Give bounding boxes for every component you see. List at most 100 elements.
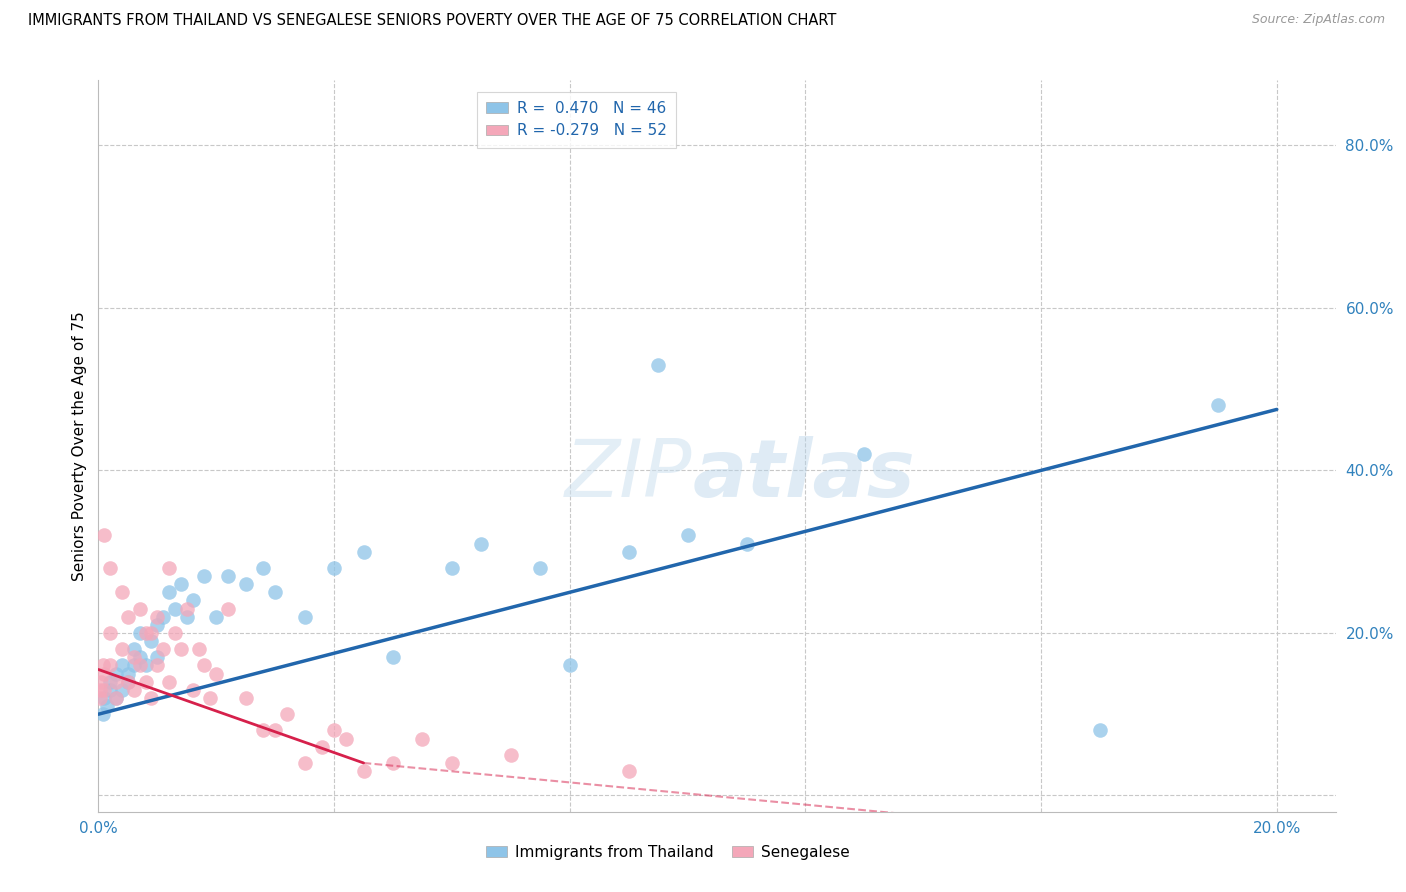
- Point: [96, 699, 118, 714]
- Point: [187, 642, 209, 657]
- Point: [111, 642, 134, 657]
- Point: [264, 723, 287, 738]
- Point: [93, 528, 115, 542]
- Point: [205, 609, 228, 624]
- Point: [440, 561, 463, 575]
- Point: [558, 658, 581, 673]
- Point: [163, 601, 186, 615]
- Point: [128, 650, 150, 665]
- Point: [146, 658, 169, 673]
- Point: [105, 674, 128, 689]
- Point: [323, 723, 346, 738]
- Point: [146, 617, 169, 632]
- Point: [117, 609, 139, 624]
- Point: [152, 609, 174, 624]
- Point: [294, 756, 316, 770]
- Point: [89, 690, 111, 705]
- Text: IMMIGRANTS FROM THAILAND VS SENEGALESE SENIORS POVERTY OVER THE AGE OF 75 CORREL: IMMIGRANTS FROM THAILAND VS SENEGALESE S…: [28, 13, 837, 29]
- Point: [128, 601, 150, 615]
- Point: [93, 682, 115, 697]
- Point: [122, 682, 145, 697]
- Point: [411, 731, 433, 746]
- Point: [98, 561, 121, 575]
- Point: [122, 642, 145, 657]
- Point: [470, 536, 492, 550]
- Point: [176, 609, 198, 624]
- Point: [176, 601, 198, 615]
- Legend: Immigrants from Thailand, Senegalese: Immigrants from Thailand, Senegalese: [479, 839, 856, 866]
- Point: [647, 358, 669, 372]
- Point: [353, 544, 375, 558]
- Point: [105, 666, 128, 681]
- Point: [382, 650, 405, 665]
- Point: [111, 658, 134, 673]
- Point: [323, 561, 346, 575]
- Point: [499, 747, 522, 762]
- Point: [122, 650, 145, 665]
- Point: [294, 609, 316, 624]
- Point: [1088, 723, 1111, 738]
- Point: [276, 707, 298, 722]
- Point: [252, 723, 274, 738]
- Point: [152, 642, 174, 657]
- Point: [264, 585, 287, 599]
- Point: [135, 674, 157, 689]
- Point: [105, 690, 128, 705]
- Point: [205, 666, 228, 681]
- Point: [117, 674, 139, 689]
- Point: [617, 544, 640, 558]
- Point: [335, 731, 357, 746]
- Point: [735, 536, 758, 550]
- Point: [235, 577, 257, 591]
- Point: [170, 642, 193, 657]
- Y-axis label: Seniors Poverty Over the Age of 75: Seniors Poverty Over the Age of 75: [72, 311, 87, 581]
- Point: [157, 561, 180, 575]
- Point: [157, 585, 180, 599]
- Point: [440, 756, 463, 770]
- Point: [617, 764, 640, 778]
- Point: [217, 601, 239, 615]
- Point: [117, 666, 139, 681]
- Point: [146, 609, 169, 624]
- Point: [141, 634, 163, 648]
- Point: [853, 447, 876, 461]
- Point: [382, 756, 405, 770]
- Point: [90, 674, 112, 689]
- Point: [135, 658, 157, 673]
- Point: [181, 593, 204, 607]
- Point: [89, 682, 111, 697]
- Point: [157, 674, 180, 689]
- Point: [91, 658, 114, 673]
- Point: [676, 528, 699, 542]
- Point: [146, 650, 169, 665]
- Point: [98, 682, 121, 697]
- Point: [128, 626, 150, 640]
- Point: [91, 707, 114, 722]
- Point: [117, 674, 139, 689]
- Text: atlas: atlas: [692, 436, 915, 515]
- Point: [311, 739, 333, 754]
- Point: [98, 626, 121, 640]
- Point: [141, 690, 163, 705]
- Point: [98, 674, 121, 689]
- Text: Source: ZipAtlas.com: Source: ZipAtlas.com: [1251, 13, 1385, 27]
- Point: [163, 626, 186, 640]
- Point: [98, 658, 121, 673]
- Point: [193, 658, 215, 673]
- Point: [181, 682, 204, 697]
- Point: [93, 666, 115, 681]
- Point: [135, 626, 157, 640]
- Point: [111, 682, 134, 697]
- Point: [353, 764, 375, 778]
- Text: ZIP: ZIP: [565, 436, 692, 515]
- Point: [122, 658, 145, 673]
- Point: [200, 690, 222, 705]
- Point: [193, 569, 215, 583]
- Point: [252, 561, 274, 575]
- Point: [1206, 398, 1229, 412]
- Point: [170, 577, 193, 591]
- Point: [93, 690, 115, 705]
- Point: [141, 626, 163, 640]
- Point: [217, 569, 239, 583]
- Point: [235, 690, 257, 705]
